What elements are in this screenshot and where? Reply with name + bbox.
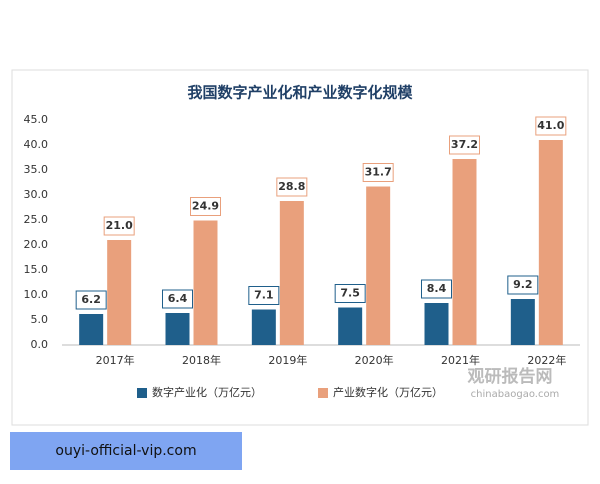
x-tick-label: 2021年 <box>441 353 480 367</box>
value-label: 31.7 <box>365 166 392 179</box>
bar <box>165 313 190 345</box>
y-tick-label: 5.0 <box>31 313 49 326</box>
value-label: 7.5 <box>340 287 360 300</box>
y-tick-label: 30.0 <box>24 188 49 201</box>
value-label: 24.9 <box>192 200 219 213</box>
value-label: 37.2 <box>451 138 478 151</box>
bar <box>538 140 563 345</box>
bar <box>251 309 276 345</box>
banner-box <box>10 432 242 470</box>
value-label: 8.4 <box>427 282 447 295</box>
y-tick-label: 10.0 <box>24 288 49 301</box>
y-tick-label: 20.0 <box>24 238 49 251</box>
value-label: 6.2 <box>81 293 101 306</box>
y-tick-label: 35.0 <box>24 163 49 176</box>
chart-title: 我国数字产业化和产业数字化规模 <box>187 84 413 102</box>
bar <box>79 314 104 345</box>
value-label-box <box>362 163 394 182</box>
x-tick-label: 2018年 <box>182 353 221 367</box>
y-tick-label: 45.0 <box>24 113 49 126</box>
y-tick-label: 40.0 <box>24 138 49 151</box>
bar <box>338 307 363 345</box>
value-label-box <box>276 177 308 197</box>
bar <box>279 201 304 345</box>
x-tick-label: 2017年 <box>96 353 135 367</box>
value-label-box <box>334 284 366 303</box>
value-label-box <box>421 279 452 299</box>
value-label-box <box>449 135 480 155</box>
legend-label: 产业数字化（万亿元） <box>333 385 443 399</box>
value-label: 41.0 <box>537 119 564 132</box>
value-label: 6.4 <box>168 292 188 305</box>
value-label-box <box>75 290 107 310</box>
value-label: 9.2 <box>513 278 533 291</box>
bar <box>193 220 218 345</box>
bar <box>510 299 535 345</box>
banner-text: ouyi-official-vip.com <box>55 443 196 459</box>
bar <box>424 303 449 345</box>
y-tick-label: 0.0 <box>31 338 49 351</box>
x-tick-label: 2022年 <box>527 353 566 367</box>
bar <box>366 186 391 345</box>
bar <box>107 240 132 345</box>
value-label: 28.8 <box>278 180 305 193</box>
legend-swatch <box>318 388 328 398</box>
watermark-name: 观研报告网 <box>467 366 553 387</box>
value-label: 21.0 <box>106 219 133 232</box>
value-label-box <box>190 197 221 216</box>
value-label-box <box>248 286 280 305</box>
legend-label: 数字产业化（万亿元） <box>152 385 262 399</box>
value-label-box <box>507 275 539 295</box>
value-label-box <box>103 216 135 236</box>
value-label-box <box>162 289 193 309</box>
bar <box>452 159 477 345</box>
x-tick-label: 2020年 <box>355 353 394 367</box>
value-label: 7.1 <box>254 289 274 302</box>
y-tick-label: 15.0 <box>24 263 49 276</box>
x-tick-label: 2019年 <box>268 353 307 367</box>
watermark-url: chinabaogao.com <box>471 389 560 400</box>
legend-swatch <box>137 388 147 398</box>
y-tick-label: 25.0 <box>24 213 49 226</box>
value-label-box <box>535 116 567 136</box>
